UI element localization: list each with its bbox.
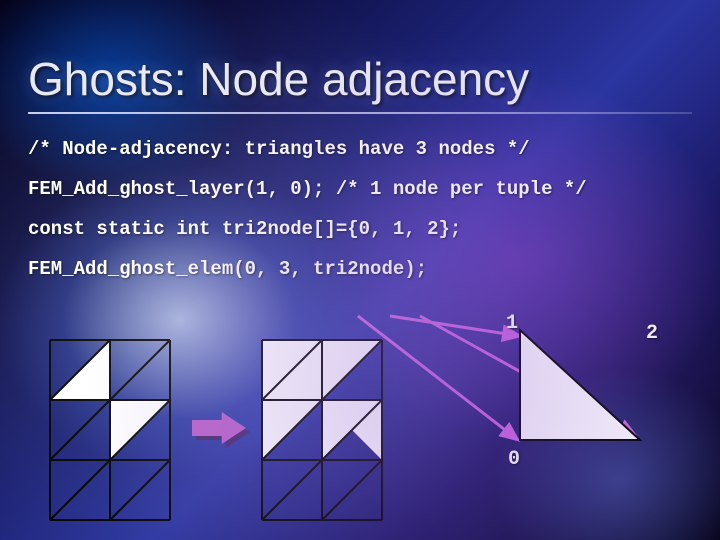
node-label-2: 2 <box>646 322 658 345</box>
node-label-0: 0 <box>508 448 520 471</box>
labeled-triangle <box>0 0 720 540</box>
node-label-1: 1 <box>506 312 518 335</box>
